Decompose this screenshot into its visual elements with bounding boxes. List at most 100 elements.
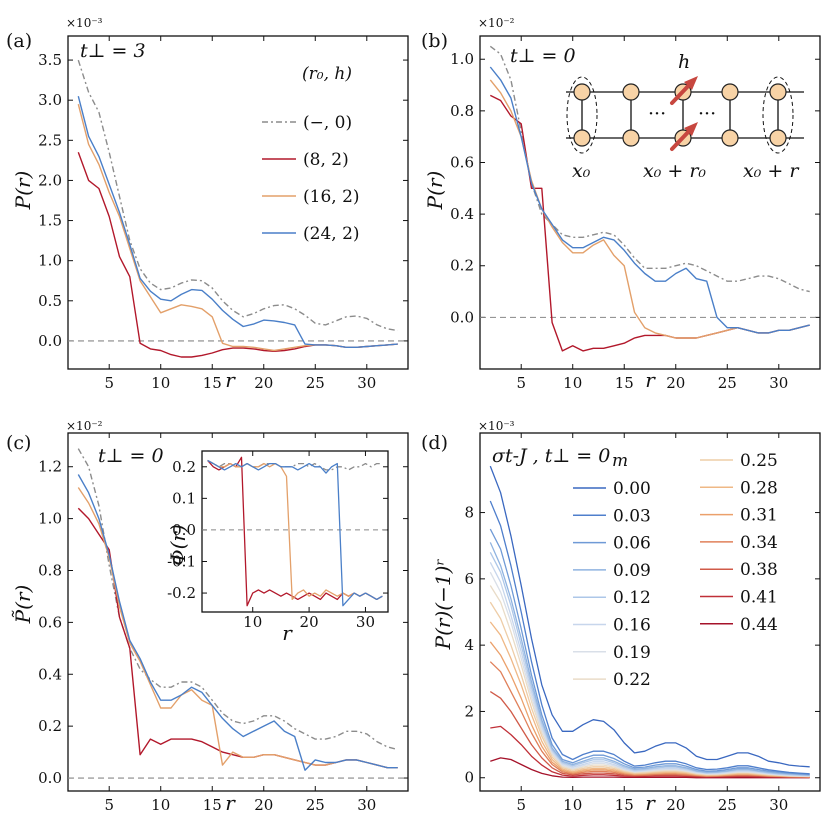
- y-tick-label: 0.4: [450, 205, 474, 223]
- plot-frame: [67, 35, 409, 370]
- x-tick-label: 20: [666, 374, 685, 392]
- x-tick-label: 15: [615, 796, 634, 814]
- panel-a-plot: 5 10 15 20 25 30 0.0 0.5 1.0 1.5 2.0 2.5 3.0 3.5: [38, 35, 409, 392]
- site: [721, 129, 739, 147]
- y-tick-label: 0.0: [38, 769, 62, 787]
- panel-c-plot: 5 10 15 20 25 30 0.0 0.2 0.4 0.6 0.8 1.0 1.2: [38, 432, 409, 814]
- x-tick-label: 25: [718, 374, 737, 392]
- x-tick-label: 5: [516, 374, 526, 392]
- x-tick-label: 10: [563, 374, 582, 392]
- field-arrow-head: [684, 76, 698, 90]
- panel-c-multiplier: ×10⁻²: [66, 419, 103, 433]
- y-tick-label: 0.2: [172, 458, 196, 476]
- legend-label: 0.12: [613, 588, 651, 608]
- y-tick-label: 0.2: [450, 257, 474, 275]
- panel-c-ylabel: P̃(r): [11, 585, 35, 625]
- panel-c-inset: 10 20 30 -0.2 -0.1 0.0 0.1 0.2: [167, 450, 389, 631]
- x0-label: x₀: [572, 160, 591, 182]
- legend-label: 0.19: [613, 643, 651, 663]
- x-tick-label: 30: [356, 613, 375, 631]
- site: [573, 129, 591, 147]
- plot-frame: [67, 432, 409, 792]
- panel-c-label: (c): [6, 432, 31, 454]
- y-tick-label: 1.2: [38, 458, 62, 476]
- y-tick-label: 0.4: [38, 665, 62, 683]
- y-tick-label: 0.0: [450, 308, 474, 326]
- plot-frame: [201, 450, 389, 613]
- y-tick-label: 8: [464, 504, 474, 522]
- panel-c: 5 10 15 20 25 30 0.0 0.2 0.4 0.6 0.8 1.0 1.2 (c) ×10…: [6, 419, 409, 815]
- panel-d-ylabel: P(r)(−1)ʳ: [431, 559, 455, 651]
- site: [622, 129, 640, 147]
- ladder-diagram: h ··· ··· x₀ x₀ + r₀ x₀ + r: [566, 51, 804, 182]
- y-tick-label: 0: [464, 769, 474, 787]
- y-tick-label: 1.0: [38, 510, 62, 528]
- site: [573, 83, 591, 101]
- legend-label: 0.25: [740, 451, 778, 471]
- panel-d-annotation: σt-J , t⊥ = 0: [492, 445, 610, 467]
- panel-a-ylabel: P(r): [11, 171, 35, 211]
- y-tick-label: 0.0: [38, 332, 62, 350]
- panel-d-multiplier: ×10⁻³: [478, 419, 515, 433]
- panel-c-xlabel: r: [225, 791, 236, 815]
- legend-label: 0.38: [740, 560, 778, 580]
- y-tick-label: 0.8: [450, 102, 474, 120]
- panel-a-multiplier: ×10⁻³: [66, 16, 103, 30]
- y-tick-label: 0.0: [172, 521, 196, 539]
- y-tick-label: 0.5: [38, 292, 62, 310]
- y-tick-label: 2.0: [38, 171, 62, 189]
- series-line-m-0.03: [489, 500, 810, 775]
- x0-r0-label: x₀ + r₀: [643, 160, 706, 182]
- x-tick-label: 25: [718, 796, 737, 814]
- legend-label: (24, 2): [303, 224, 360, 244]
- series-line--24-2-: [77, 474, 398, 771]
- series-line--24-2-: [77, 96, 398, 348]
- x-tick-label: 10: [151, 374, 170, 392]
- site: [622, 83, 640, 101]
- y-tick-label: 6: [464, 570, 474, 588]
- series-line--8-2-: [77, 152, 398, 358]
- panel-d-xlabel: r: [645, 791, 656, 815]
- y-tick-label: 0.8: [38, 561, 62, 579]
- series-line-m-0.16: [489, 562, 810, 777]
- legend-label: 0.03: [613, 506, 651, 526]
- field-arrow-head: [684, 122, 698, 136]
- x-tick-label: 10: [243, 613, 262, 631]
- series-line-m-0.12: [489, 552, 810, 777]
- y-tick-label: -0.1: [167, 552, 196, 570]
- plot-frame: [479, 35, 821, 370]
- series-line-m-0.06: [489, 528, 810, 776]
- x-tick-label: 30: [357, 796, 376, 814]
- legend-label: 0.31: [740, 506, 778, 526]
- y-tick-label: 1.0: [38, 252, 62, 270]
- panel-d-plot: 5 10 15 20 25 30 0 2 4 6 8: [464, 432, 821, 814]
- legend-label: 0.00: [613, 479, 651, 499]
- x-tick-label: 5: [104, 374, 114, 392]
- x-tick-label: 5: [516, 796, 526, 814]
- series-line--0-: [489, 45, 810, 293]
- inset-series-line--24-2-: [207, 459, 383, 607]
- legend-label: 0.28: [740, 478, 778, 498]
- ellipsis: ···: [648, 103, 666, 125]
- x-tick-label: 30: [769, 796, 788, 814]
- x-tick-label: 20: [254, 374, 273, 392]
- series-line-m-0.00: [489, 465, 810, 768]
- y-tick-label: 0.6: [38, 613, 62, 631]
- panel-a-legend: (r₀, h) (−, 0) (8, 2) (16, 2) (24, 2): [262, 64, 360, 244]
- site-ellipse-right: [762, 76, 794, 154]
- panel-a-xlabel: r: [225, 368, 236, 392]
- x-tick-label: 20: [300, 613, 319, 631]
- panel-b-label: (b): [421, 30, 448, 52]
- series-line-m-0.09: [489, 542, 810, 776]
- site: [769, 129, 787, 147]
- legend-label: 0.22: [613, 670, 651, 690]
- panel-b-ylabel: P(r): [423, 171, 447, 211]
- site-ellipse-left: [566, 76, 598, 154]
- legend-label: 0.09: [613, 561, 651, 581]
- plot-frame: [479, 432, 821, 792]
- x-tick-label: 10: [563, 796, 582, 814]
- series-line-m-0.19: [489, 571, 810, 777]
- y-tick-label: 0.1: [172, 489, 196, 507]
- y-tick-label: -0.2: [167, 584, 196, 602]
